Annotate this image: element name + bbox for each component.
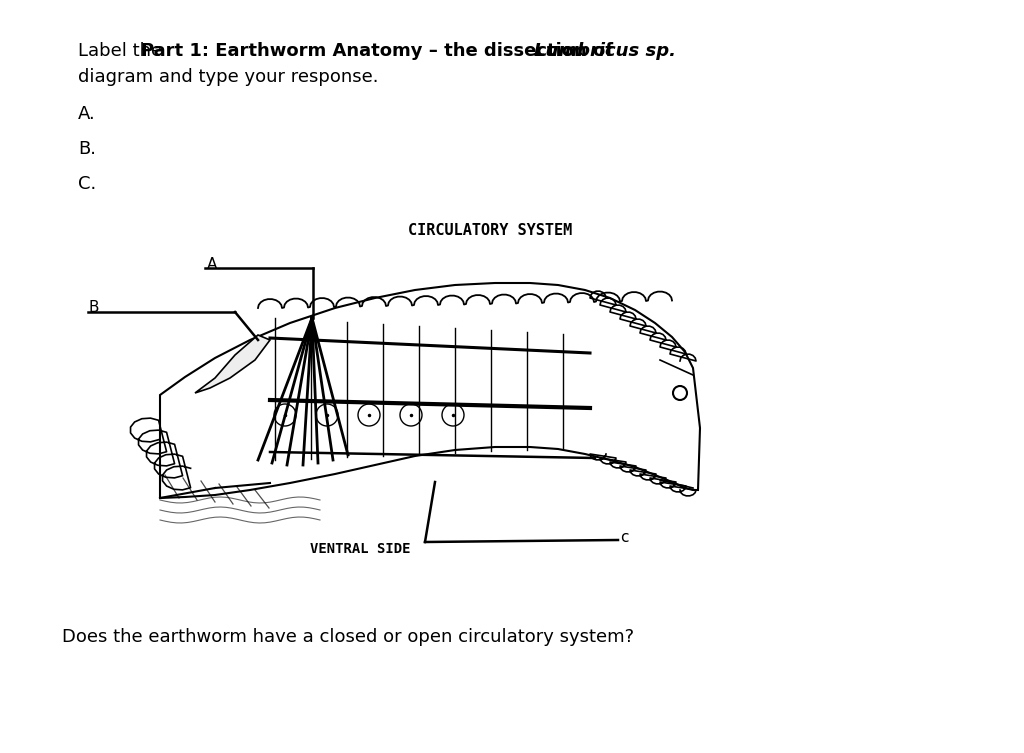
Text: C.: C. bbox=[78, 175, 96, 193]
Text: diagram and type your response.: diagram and type your response. bbox=[78, 68, 379, 86]
Text: Lumbricus sp.: Lumbricus sp. bbox=[534, 42, 676, 60]
Text: c: c bbox=[620, 530, 629, 545]
Text: Part 1: Earthworm Anatomy – the dissection of: Part 1: Earthworm Anatomy – the dissecti… bbox=[141, 42, 620, 60]
Polygon shape bbox=[160, 283, 700, 498]
Text: B: B bbox=[88, 300, 98, 315]
Text: B.: B. bbox=[78, 140, 96, 158]
Text: CIRCULATORY SYSTEM: CIRCULATORY SYSTEM bbox=[408, 223, 572, 238]
Text: A: A bbox=[207, 257, 217, 272]
Polygon shape bbox=[195, 335, 270, 393]
Text: VENTRAL SIDE: VENTRAL SIDE bbox=[310, 542, 411, 556]
Text: Label the: Label the bbox=[78, 42, 168, 60]
Text: Does the earthworm have a closed or open circulatory system?: Does the earthworm have a closed or open… bbox=[62, 628, 634, 646]
Text: A.: A. bbox=[78, 105, 96, 123]
